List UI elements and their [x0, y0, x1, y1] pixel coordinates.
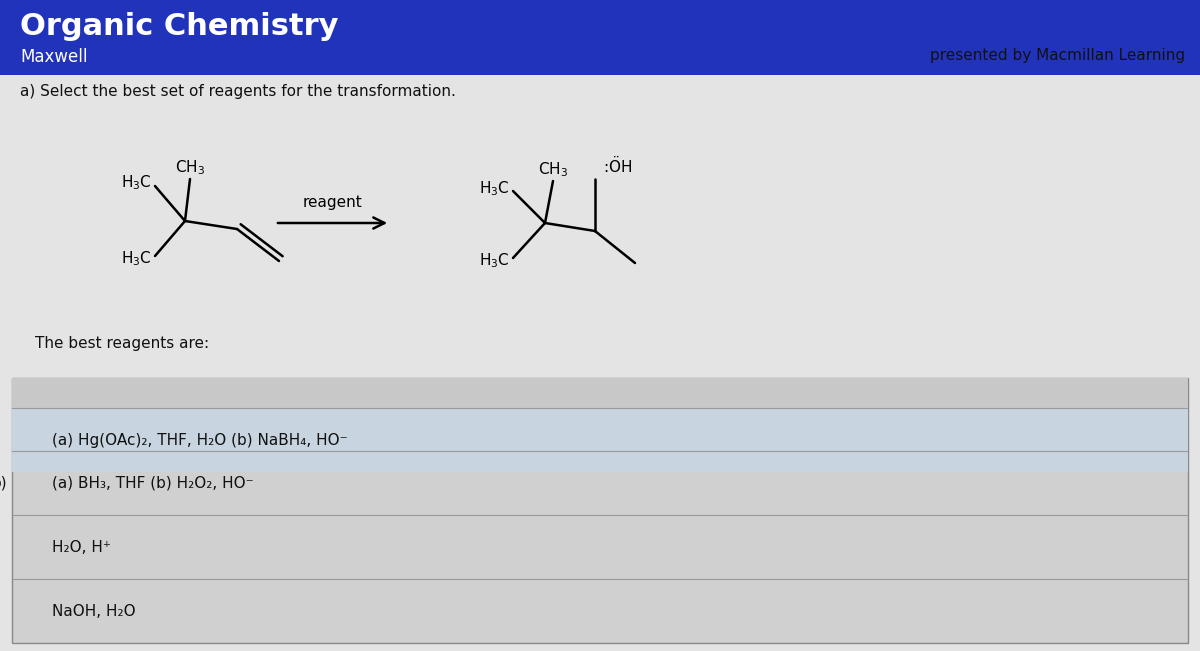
- Text: (a) BH₃, THF (b) H₂O₂, HO⁻: (a) BH₃, THF (b) H₂O₂, HO⁻: [52, 475, 253, 490]
- Bar: [0, 0, 1200, 75]
- Text: H$_3$C: H$_3$C: [479, 252, 510, 270]
- Text: H$_3$C: H$_3$C: [121, 249, 152, 268]
- Text: CH$_3$: CH$_3$: [175, 158, 205, 177]
- Text: The best reagents are:: The best reagents are:: [35, 336, 209, 351]
- Text: b): b): [0, 475, 7, 490]
- Text: a) Select the best set of reagents for the transformation.: a) Select the best set of reagents for t…: [20, 84, 456, 99]
- Text: H₂O, H⁺: H₂O, H⁺: [52, 540, 110, 555]
- Bar: [12, 408, 1188, 472]
- Bar: [12, 378, 1188, 643]
- Text: Maxwell: Maxwell: [20, 48, 88, 66]
- Bar: [12, 378, 1188, 408]
- Text: Organic Chemistry: Organic Chemistry: [20, 12, 338, 41]
- Text: H$_3$C: H$_3$C: [479, 180, 510, 199]
- Text: H$_3$C: H$_3$C: [121, 174, 152, 192]
- Text: reagent: reagent: [302, 195, 362, 210]
- Text: :$\ddot{\mathrm{O}}$H: :$\ddot{\mathrm{O}}$H: [604, 155, 632, 176]
- Text: (a) Hg(OAc)₂, THF, H₂O (b) NaBH₄, HO⁻: (a) Hg(OAc)₂, THF, H₂O (b) NaBH₄, HO⁻: [52, 432, 348, 447]
- Text: NaOH, H₂O: NaOH, H₂O: [52, 603, 136, 618]
- Bar: [0, 75, 1200, 651]
- Text: presented by Macmillan Learning: presented by Macmillan Learning: [930, 48, 1186, 63]
- Text: CH$_3$: CH$_3$: [538, 160, 568, 179]
